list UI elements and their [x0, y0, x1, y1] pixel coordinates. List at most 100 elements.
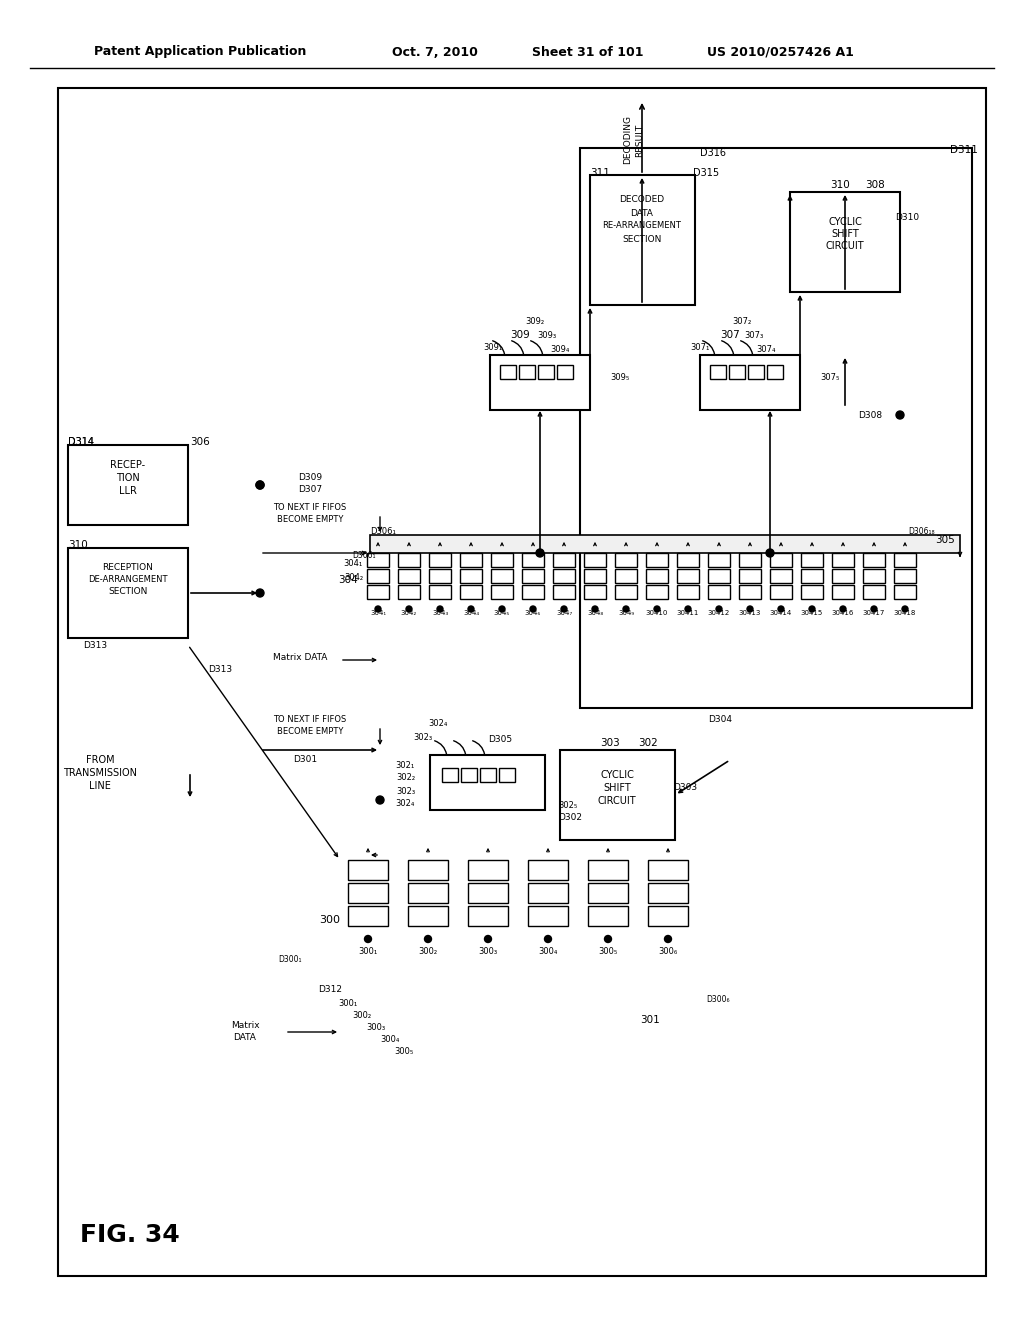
Text: 300₁: 300₁ [358, 946, 378, 956]
Text: 303: 303 [600, 738, 620, 748]
Text: BECOME EMPTY: BECOME EMPTY [276, 727, 343, 737]
Circle shape [468, 606, 474, 612]
Bar [490, 355, 590, 411]
Text: D311: D311 [950, 145, 978, 154]
Bar [770, 569, 792, 583]
Bar [863, 553, 885, 568]
Bar [677, 569, 699, 583]
Bar [408, 861, 449, 880]
Text: 309₄: 309₄ [550, 346, 569, 355]
Bar [580, 148, 972, 708]
Circle shape [499, 606, 505, 612]
Text: TION: TION [116, 473, 140, 483]
Bar [398, 553, 420, 568]
Text: RECEP-: RECEP- [111, 459, 145, 470]
Bar [528, 861, 568, 880]
Text: D314: D314 [68, 437, 94, 447]
Text: 302: 302 [638, 738, 657, 748]
Bar [442, 768, 458, 781]
Bar [460, 569, 482, 583]
Bar [648, 883, 688, 903]
Circle shape [406, 606, 412, 612]
Bar [831, 585, 854, 599]
Text: DECODING: DECODING [624, 116, 633, 165]
Text: 304₈: 304₈ [587, 610, 603, 616]
Text: 30411: 30411 [677, 610, 699, 616]
Circle shape [902, 606, 908, 612]
Text: 300₄: 300₄ [380, 1035, 399, 1044]
Circle shape [840, 606, 846, 612]
Text: D310: D310 [895, 214, 920, 223]
Text: 302₃: 302₃ [414, 734, 432, 742]
Bar [584, 585, 606, 599]
Bar [648, 861, 688, 880]
Text: 300₄: 300₄ [539, 946, 558, 956]
Circle shape [437, 606, 443, 612]
Bar [367, 585, 389, 599]
Text: 30414: 30414 [770, 610, 793, 616]
Bar [767, 366, 783, 379]
Text: 309₂: 309₂ [525, 318, 545, 326]
Bar [553, 585, 575, 599]
Text: 307₅: 307₅ [820, 374, 840, 383]
Text: 304₄: 304₄ [463, 610, 479, 616]
Text: DATA: DATA [233, 1034, 256, 1043]
Text: D306₁₈: D306₁₈ [908, 528, 935, 536]
Bar [739, 553, 761, 568]
Text: Matrix DATA: Matrix DATA [272, 653, 328, 663]
Text: 300₅: 300₅ [394, 1048, 414, 1056]
Bar [348, 906, 388, 927]
Bar [367, 569, 389, 583]
Text: TO NEXT IF FIFOS: TO NEXT IF FIFOS [273, 715, 347, 725]
Bar [553, 553, 575, 568]
Text: D309: D309 [298, 474, 323, 483]
Bar [708, 569, 730, 583]
Text: 307₄: 307₄ [757, 346, 776, 355]
Bar [429, 553, 451, 568]
Bar [648, 906, 688, 927]
Bar [370, 535, 961, 553]
Circle shape [256, 480, 264, 488]
Circle shape [365, 936, 372, 942]
Text: 302₄: 302₄ [395, 800, 415, 808]
Bar [468, 906, 508, 927]
Bar [68, 445, 188, 525]
Text: 300₅: 300₅ [598, 946, 617, 956]
Bar [863, 569, 885, 583]
Bar [348, 861, 388, 880]
Bar [790, 191, 900, 292]
Text: SHIFT: SHIFT [831, 228, 859, 239]
Text: D313: D313 [208, 665, 232, 675]
Text: 307₃: 307₃ [744, 331, 764, 341]
Circle shape [545, 936, 552, 942]
Bar [522, 553, 544, 568]
Bar [528, 906, 568, 927]
Circle shape [896, 411, 904, 418]
Bar [588, 883, 628, 903]
Text: 307: 307 [720, 330, 740, 341]
Text: CIRCUIT: CIRCUIT [825, 242, 864, 251]
Text: RECEPTION: RECEPTION [102, 564, 154, 573]
Text: 30413: 30413 [738, 610, 761, 616]
Bar [348, 883, 388, 903]
Bar [522, 585, 544, 599]
Circle shape [766, 549, 774, 557]
Text: 300₃: 300₃ [367, 1023, 386, 1031]
Text: RESULT: RESULT [636, 123, 644, 157]
Bar [770, 585, 792, 599]
Text: 30410: 30410 [646, 610, 669, 616]
Text: 305: 305 [935, 535, 954, 545]
Text: 309₁: 309₁ [483, 343, 503, 352]
Text: SECTION: SECTION [109, 587, 147, 597]
Text: 30418: 30418 [894, 610, 916, 616]
Text: 302₂: 302₂ [396, 774, 415, 783]
Circle shape [425, 936, 431, 942]
Text: 300₂: 300₂ [419, 946, 437, 956]
Bar [710, 366, 726, 379]
Text: 304₆: 304₆ [525, 610, 541, 616]
Bar [499, 768, 515, 781]
Circle shape [809, 606, 815, 612]
Text: 307₂: 307₂ [732, 318, 752, 326]
Text: 300₂: 300₂ [352, 1011, 372, 1019]
Text: BECOME EMPTY: BECOME EMPTY [276, 516, 343, 524]
